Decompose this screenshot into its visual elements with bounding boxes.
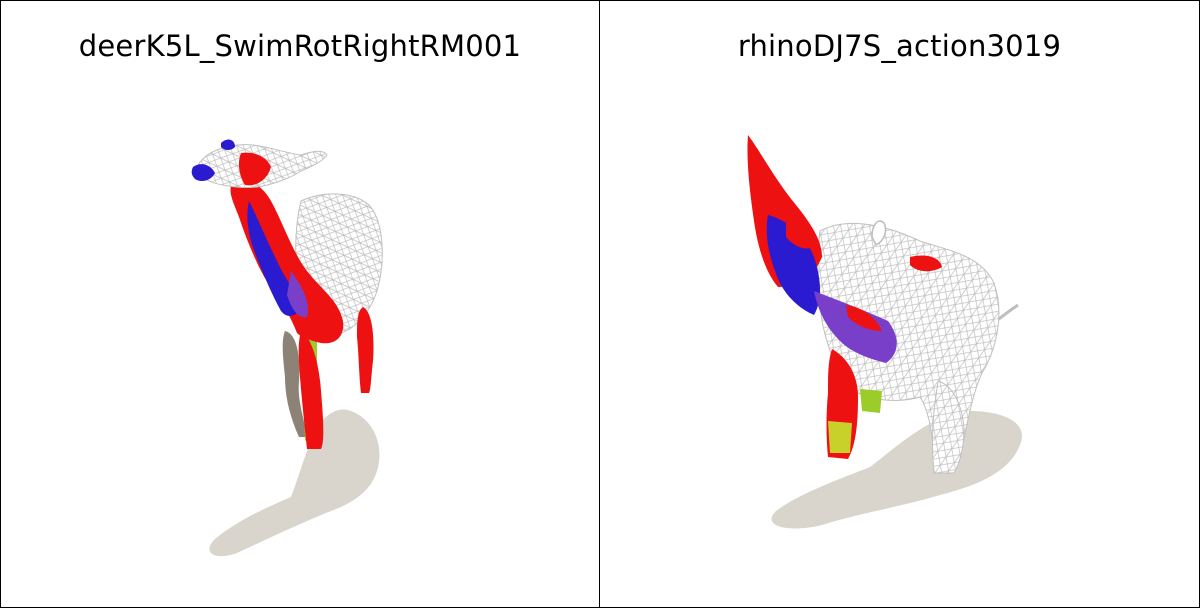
deer-snout-blue xyxy=(191,164,215,181)
deer-ear-blue xyxy=(221,139,235,150)
shadow-shape xyxy=(771,411,1022,529)
rhino-back-leg-green xyxy=(860,389,882,413)
rhino-back-red xyxy=(910,255,942,272)
deer-neck-purple xyxy=(287,271,308,318)
panel-title: deerK5L_SwimRotRightRM001 xyxy=(78,29,522,63)
deer-render xyxy=(191,139,383,557)
deer-head-red xyxy=(238,152,271,186)
panel-title: rhinoDJ7S_action3019 xyxy=(737,29,1062,63)
rhino-render xyxy=(747,135,1022,529)
deer-front-leg2-red xyxy=(357,307,374,393)
deer-neck-blue xyxy=(247,201,301,316)
deer-neck-red xyxy=(230,180,344,344)
rhino-face-blue xyxy=(766,215,820,315)
deer-leg-gray xyxy=(282,331,307,437)
rhino-chest-purple xyxy=(814,291,897,363)
rhino-head-red xyxy=(786,223,814,249)
deer-front-leg-red xyxy=(298,331,324,449)
panel-deer: deerK5L_SwimRotRightRM001 xyxy=(0,0,600,608)
shadow-shape xyxy=(209,409,380,557)
rhino-chest-red xyxy=(846,305,882,331)
rhino-front-leg-green xyxy=(828,421,852,453)
rhino-rear-leg-mesh xyxy=(932,380,965,474)
rhino-ear xyxy=(871,220,887,247)
panel-rhino: rhinoDJ7S_action3019 xyxy=(600,0,1200,608)
